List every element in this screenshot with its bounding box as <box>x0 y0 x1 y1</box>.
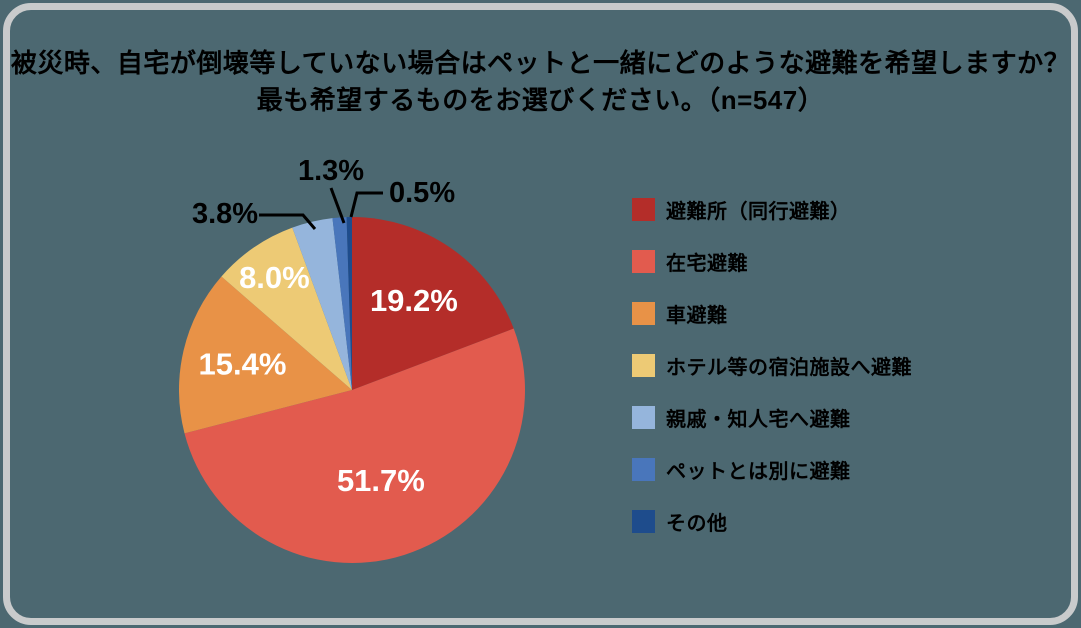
outside-label: 1.3% <box>298 155 364 187</box>
legend-swatch <box>632 510 655 533</box>
legend-swatch <box>632 198 655 221</box>
slice-label: 19.2% <box>370 283 458 318</box>
pie-slice-5 <box>332 217 352 390</box>
legend-swatch <box>632 250 655 273</box>
legend-item: 親戚・知人宅へ避難 <box>632 406 912 431</box>
pie-slice-3 <box>221 227 352 390</box>
chart-title-line2: 最も希望するものをお選びください。（n=547） <box>256 85 825 115</box>
pie-slice-6 <box>346 217 352 390</box>
legend-swatch <box>632 458 655 481</box>
chart-title: 被災時、自宅が倒壊等していない場合はペットと一緒にどのような避難を希望しますか？… <box>0 45 1081 119</box>
legend-item: 車避難 <box>632 302 912 327</box>
legend-label: その他 <box>666 513 728 535</box>
legend-item: その他 <box>632 510 912 535</box>
legend-label: 車避難 <box>666 305 728 327</box>
leader-line-5 <box>329 187 346 224</box>
leader-line-4 <box>259 213 317 230</box>
slice-label: 8.0% <box>239 260 310 295</box>
legend-label: ホテル等の宿泊施設へ避難 <box>666 357 912 379</box>
chart-title-line1: 被災時、自宅が倒壊等していない場合はペットと一緒にどのような避難を希望しますか？ <box>10 48 1071 78</box>
pie-slice-4 <box>292 218 352 390</box>
legend: 避難所（同行避難） 在宅避難車避難ホテル等の宿泊施設へ避難 親戚・知人宅へ避難 ペット… <box>632 198 912 562</box>
legend-swatch <box>632 406 655 429</box>
legend-item: ペットとは別に避難 <box>632 458 912 483</box>
outside-label: 0.5% <box>389 177 455 209</box>
slice-label: 51.7% <box>337 463 425 498</box>
legend-item: 在宅避難 <box>632 250 912 275</box>
pie-slice-1 <box>184 328 525 564</box>
slice-label: 15.4% <box>199 347 287 382</box>
legend-label: 親戚・知人宅へ避難 <box>666 409 851 431</box>
leader-line-6 <box>349 191 383 218</box>
legend-label: 在宅避難 <box>666 253 748 275</box>
outside-label: 3.8% <box>192 198 258 230</box>
legend-label: ペットとは別に避難 <box>666 461 851 483</box>
legend-swatch <box>632 302 655 325</box>
legend-item: 避難所（同行避難） <box>632 198 912 223</box>
legend-label: 避難所（同行避難） <box>666 201 851 223</box>
legend-item: ホテル等の宿泊施設へ避難 <box>632 354 912 379</box>
legend-swatch <box>632 354 655 377</box>
pie-slice-2 <box>178 276 352 434</box>
pie-slice-0 <box>352 217 514 390</box>
